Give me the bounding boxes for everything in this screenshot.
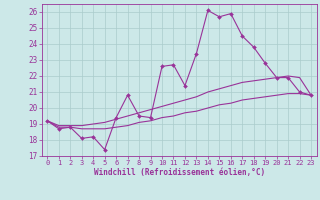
X-axis label: Windchill (Refroidissement éolien,°C): Windchill (Refroidissement éolien,°C) — [94, 168, 265, 177]
